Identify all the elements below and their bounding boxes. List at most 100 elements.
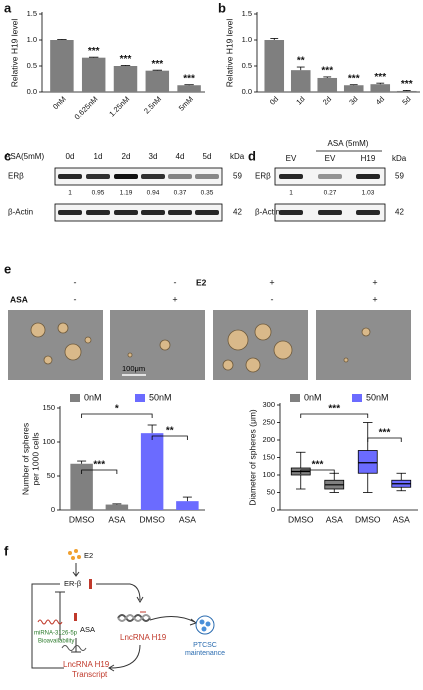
loop-line	[31, 583, 60, 669]
significance-bracket	[367, 437, 402, 442]
arrow	[109, 644, 141, 669]
transcript-label: Transcript	[72, 670, 108, 679]
y-tick-label: 50	[47, 471, 55, 480]
sphere	[43, 355, 53, 365]
legend-swatch	[70, 394, 80, 402]
diagram	[31, 549, 215, 672]
sphere	[159, 339, 171, 351]
y-tick-label: 100	[42, 437, 55, 446]
significance: ***	[183, 73, 195, 84]
x-tick-label: 5d	[400, 94, 412, 106]
x-tick-label: 0nM	[51, 94, 68, 111]
bar	[396, 90, 417, 92]
panel-label: b	[218, 0, 226, 15]
kda-label: 59	[233, 172, 242, 181]
sphere	[245, 357, 261, 373]
legend-swatch	[290, 394, 300, 402]
bar	[105, 504, 129, 510]
lane-label: 0d	[66, 152, 75, 161]
micrograph	[316, 310, 411, 380]
y-tick-label: 100	[262, 470, 275, 479]
y-tick-label: 1.5	[242, 9, 252, 18]
bar	[70, 463, 93, 510]
box	[357, 450, 378, 474]
significance: ***	[401, 79, 413, 90]
significance-bracket	[300, 413, 369, 418]
y-axis-label: Number of spheres	[20, 423, 30, 495]
cell	[195, 615, 215, 635]
lane-label: H19	[361, 154, 376, 163]
sphere	[57, 322, 69, 334]
quantification: 1.19	[120, 190, 133, 197]
micrograph	[110, 310, 205, 380]
y-tick-label: 150	[262, 452, 275, 461]
transcript-label: LncRNA H19	[63, 660, 110, 669]
sphere	[273, 340, 293, 360]
y-tick-label: 50	[267, 487, 275, 496]
condition-value: -	[271, 294, 274, 304]
x-tick-label: ASA	[326, 514, 343, 524]
significance: ***	[321, 66, 333, 77]
condition-label: E2	[196, 277, 207, 287]
band	[86, 210, 110, 215]
arrowhead	[72, 571, 80, 577]
y-tick-label: 1.0	[27, 35, 37, 44]
band	[114, 210, 138, 215]
y-tick-label: 0.5	[242, 61, 252, 70]
significance: ***	[374, 72, 386, 83]
y-axis-label: Diameter of spheres (μm)	[247, 409, 257, 506]
band	[58, 210, 82, 215]
significance-bracket	[81, 413, 153, 418]
y-axis-label: Relative H19 level	[9, 19, 19, 88]
y-tick-label: 300	[262, 400, 275, 409]
x-tick-label: ASA	[108, 514, 125, 524]
bar	[50, 40, 74, 92]
band	[195, 210, 219, 215]
activation-line	[96, 583, 141, 601]
legend-label: 0nM	[304, 392, 322, 402]
condition-label: ASA	[10, 294, 28, 304]
band	[318, 210, 342, 215]
bar	[81, 57, 106, 92]
bar	[145, 70, 170, 92]
significance-bracket	[151, 435, 188, 440]
x-tick-label: 1d	[294, 94, 306, 106]
cell-dot	[205, 621, 211, 627]
y-tick-label: 0	[51, 505, 55, 514]
outcome-label: PTCSC	[193, 642, 217, 649]
significance: **	[166, 426, 174, 437]
significance: ***	[93, 460, 105, 471]
band	[168, 174, 192, 179]
lane-label: EV	[325, 154, 336, 163]
y-tick-label: 250	[262, 417, 275, 426]
bar	[140, 433, 164, 510]
protein-label: ERβ	[8, 172, 24, 181]
micrograph	[8, 310, 103, 380]
arrowhead	[136, 596, 144, 603]
x-tick-label: 1.25nM	[107, 94, 131, 118]
sphere	[227, 329, 249, 351]
bar	[264, 40, 285, 92]
significance: ***	[328, 404, 340, 415]
y-tick-label: 0.0	[27, 87, 37, 96]
dna	[117, 614, 151, 622]
receptor-mark	[89, 579, 92, 589]
x-tick-label: 0d	[268, 94, 280, 106]
y-axis-label: per 1000 cells	[30, 433, 40, 486]
unit-label: kDa	[392, 154, 407, 163]
arrow	[149, 616, 196, 623]
quantification: 0.94	[147, 190, 160, 197]
bar	[176, 501, 199, 510]
band	[356, 210, 380, 215]
band	[141, 174, 165, 179]
band	[58, 174, 82, 179]
bar	[343, 85, 364, 92]
band	[279, 174, 303, 179]
x-tick-label: DMSO	[139, 514, 165, 524]
condition-value: +	[269, 277, 274, 287]
significance: ***	[379, 428, 391, 439]
bar	[113, 66, 138, 92]
mirna	[37, 619, 63, 625]
y-tick-label: 1.5	[27, 9, 37, 18]
y-tick-label: 0.0	[242, 87, 252, 96]
